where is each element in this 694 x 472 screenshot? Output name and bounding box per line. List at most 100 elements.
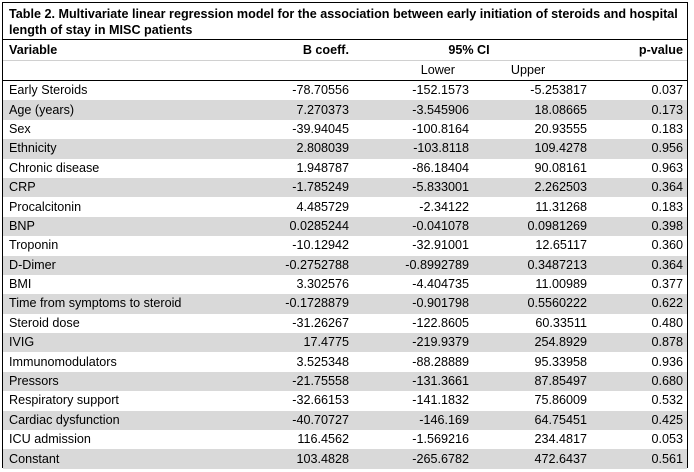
cell-ci-upper: 109.4278	[469, 139, 587, 159]
table-row: BMI 3.302576 -4.404735 11.00989 0.377	[3, 274, 687, 295]
cell-ci-upper: 234.4817	[469, 430, 587, 450]
cell-b-coeff: 0.0285244	[219, 216, 351, 237]
cell-ci-upper: 472.6437	[469, 449, 587, 469]
table-row: Chronic disease 1.948787 -86.18404 90.08161…	[3, 158, 687, 178]
subheader-row: Lower Upper	[3, 60, 687, 81]
cell-variable: Respiratory support	[3, 391, 219, 411]
cell-p-value: 0.053	[587, 430, 687, 450]
cell-b-coeff: -31.26267	[219, 313, 351, 334]
cell-variable: Chronic disease	[3, 158, 219, 178]
cell-p-value: 0.936	[587, 352, 687, 372]
cell-ci-lower: -146.169	[351, 410, 469, 431]
cell-b-coeff: 2.808039	[219, 139, 351, 159]
cell-variable: D-Dimer	[3, 255, 219, 275]
cell-b-coeff: -39.94045	[219, 119, 351, 140]
cell-b-coeff: 1.948787	[219, 158, 351, 178]
cell-variable: Constant	[3, 449, 219, 469]
cell-ci-upper: 75.86009	[469, 391, 587, 411]
cell-p-value: 0.360	[587, 236, 687, 256]
cell-b-coeff: 3.302576	[219, 274, 351, 295]
cell-variable: IVIG	[3, 333, 219, 353]
table-row: Immunomodulators 3.525348 -88.28889 95.3395…	[3, 352, 687, 372]
cell-p-value: 0.622	[587, 294, 687, 314]
cell-ci-lower: -265.6782	[351, 449, 469, 469]
cell-p-value: 0.963	[587, 158, 687, 178]
table-row: Procalcitonin 4.485729 -2.34122 11.31268 0.1…	[3, 197, 687, 217]
cell-b-coeff: -0.1728879	[219, 294, 351, 314]
cell-variable: ICU admission	[3, 430, 219, 450]
cell-p-value: 0.183	[587, 119, 687, 140]
cell-ci-lower: -152.1573	[351, 80, 469, 101]
table-row: Respiratory support -32.66153 -141.1832 75.…	[3, 391, 687, 411]
header-p-value: p-value	[587, 40, 687, 61]
subheader-blank	[3, 60, 219, 81]
table-row: Time from symptoms to steroid -0.1728879-…	[3, 294, 687, 314]
cell-variable: Steroid dose	[3, 313, 219, 334]
cell-ci-upper: 12.65117	[469, 236, 587, 256]
cell-ci-upper: 20.93555	[469, 119, 587, 140]
header-b-coeff: B coeff.	[219, 40, 351, 61]
cell-ci-lower: -5.833001	[351, 177, 469, 198]
header-row: Variable B coeff. 95% CI p-value	[3, 40, 687, 61]
subheader-upper: Upper	[469, 60, 587, 81]
cell-p-value: 0.680	[587, 371, 687, 392]
cell-ci-upper: 60.33511	[469, 313, 587, 334]
cell-ci-lower: -32.91001	[351, 236, 469, 256]
cell-p-value: 0.037	[587, 80, 687, 101]
cell-b-coeff: 103.4828	[219, 449, 351, 469]
cell-ci-lower: -141.1832	[351, 391, 469, 411]
cell-variable: Troponin	[3, 236, 219, 256]
cell-p-value: 0.183	[587, 197, 687, 217]
cell-ci-lower: -131.3661	[351, 371, 469, 392]
cell-ci-lower: -0.901798	[351, 294, 469, 314]
cell-p-value: 0.364	[587, 177, 687, 198]
cell-b-coeff: 116.4562	[219, 430, 351, 450]
table-row: BNP 0.0285244 -0.041078 0.0981269 0.398	[3, 216, 687, 237]
cell-p-value: 0.878	[587, 333, 687, 353]
cell-p-value: 0.561	[587, 449, 687, 469]
subheader-blank	[587, 60, 687, 81]
subheader-blank	[219, 60, 351, 81]
cell-variable: Ethnicity	[3, 139, 219, 159]
cell-p-value: 0.532	[587, 391, 687, 411]
cell-ci-lower: -1.569216	[351, 430, 469, 450]
cell-ci-lower: -100.8164	[351, 119, 469, 140]
cell-ci-upper: 254.8929	[469, 333, 587, 353]
table-row: Cardiac dysfunction -40.70727 -146.169 64.7…	[3, 410, 687, 431]
cell-ci-lower: -103.8118	[351, 139, 469, 159]
cell-ci-upper: 0.3487213	[469, 255, 587, 275]
regression-table: Variable B coeff. 95% CI p-value Lower U…	[3, 40, 687, 469]
table-row: D-Dimer -0.2752788 -0.8992789 0.3487213 0.36…	[3, 255, 687, 275]
cell-b-coeff: 3.525348	[219, 352, 351, 372]
table-row: Troponin -10.12942 -32.91001 12.65117 0.360	[3, 236, 687, 256]
cell-ci-lower: -3.545906	[351, 100, 469, 120]
cell-variable: BMI	[3, 274, 219, 295]
subheader-lower: Lower	[351, 60, 469, 81]
cell-variable: BNP	[3, 216, 219, 237]
header-95-ci: 95% CI	[351, 40, 587, 61]
cell-b-coeff: 4.485729	[219, 197, 351, 217]
cell-ci-lower: -88.28889	[351, 352, 469, 372]
cell-ci-lower: -2.34122	[351, 197, 469, 217]
cell-b-coeff: -0.2752788	[219, 255, 351, 275]
table-row: IVIG 17.4775 -219.9379 254.8929 0.878	[3, 333, 687, 353]
cell-variable: Pressors	[3, 371, 219, 392]
cell-b-coeff: -10.12942	[219, 236, 351, 256]
cell-p-value: 0.364	[587, 255, 687, 275]
cell-ci-upper: -5.253817	[469, 80, 587, 101]
cell-ci-upper: 64.75451	[469, 410, 587, 431]
regression-table-frame: Table 2. Multivariate linear regression …	[2, 2, 688, 469]
cell-p-value: 0.377	[587, 274, 687, 295]
table-row: Sex -39.94045 -100.8164 20.93555 0.183	[3, 119, 687, 140]
cell-ci-lower: -122.8605	[351, 313, 469, 334]
table-row: Early Steroids -78.70556 -152.1573 -5.25381…	[3, 80, 687, 101]
header-variable: Variable	[3, 40, 219, 61]
cell-ci-lower: -219.9379	[351, 333, 469, 353]
cell-b-coeff: -1.785249	[219, 177, 351, 198]
cell-ci-upper: 11.00989	[469, 274, 587, 295]
cell-ci-lower: -0.041078	[351, 216, 469, 237]
table-body: Early Steroids -78.70556 -152.1573 -5.25381…	[3, 80, 687, 469]
cell-ci-upper: 11.31268	[469, 197, 587, 217]
cell-p-value: 0.173	[587, 100, 687, 120]
cell-variable: Procalcitonin	[3, 197, 219, 217]
